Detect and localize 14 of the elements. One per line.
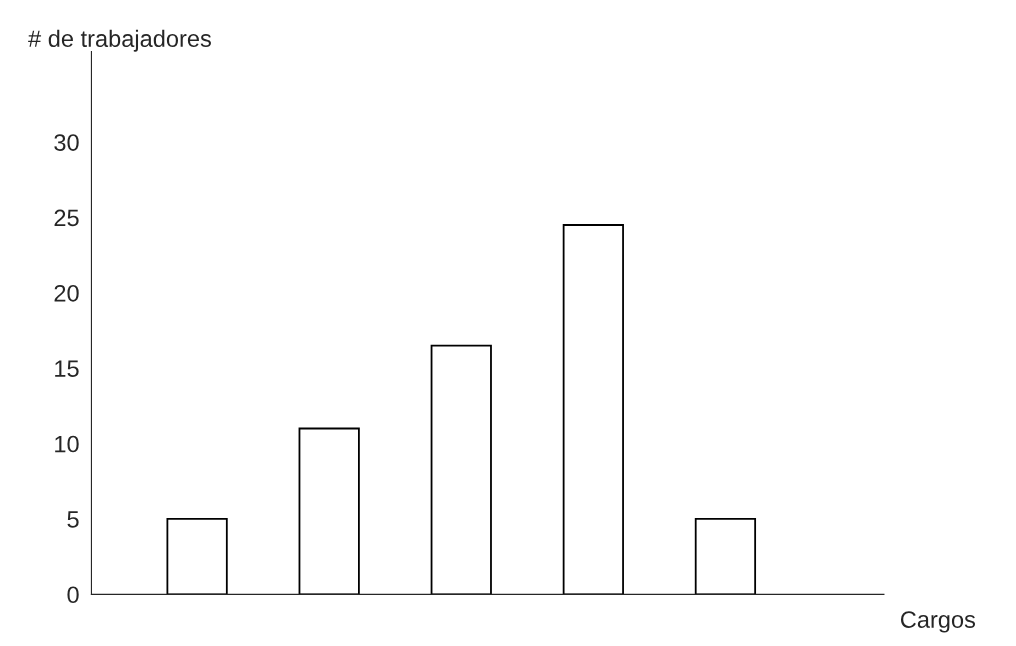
y-tick-label: 0 <box>67 586 79 604</box>
y-tick-label: 25 <box>54 209 79 227</box>
y-tick-label: 30 <box>54 134 79 151</box>
bar <box>694 518 757 595</box>
bar <box>562 224 624 595</box>
y-tick-label: 15 <box>55 360 79 378</box>
y-tick-label: 20 <box>54 284 79 302</box>
bar <box>430 344 492 595</box>
y-axis-title: # de trabajadores <box>28 29 211 52</box>
x-axis-title: Cargos <box>900 611 976 633</box>
bar <box>166 518 228 595</box>
y-tick-label: 5 <box>67 511 79 528</box>
y-tick-label: 10 <box>55 435 79 453</box>
bar <box>298 427 360 595</box>
